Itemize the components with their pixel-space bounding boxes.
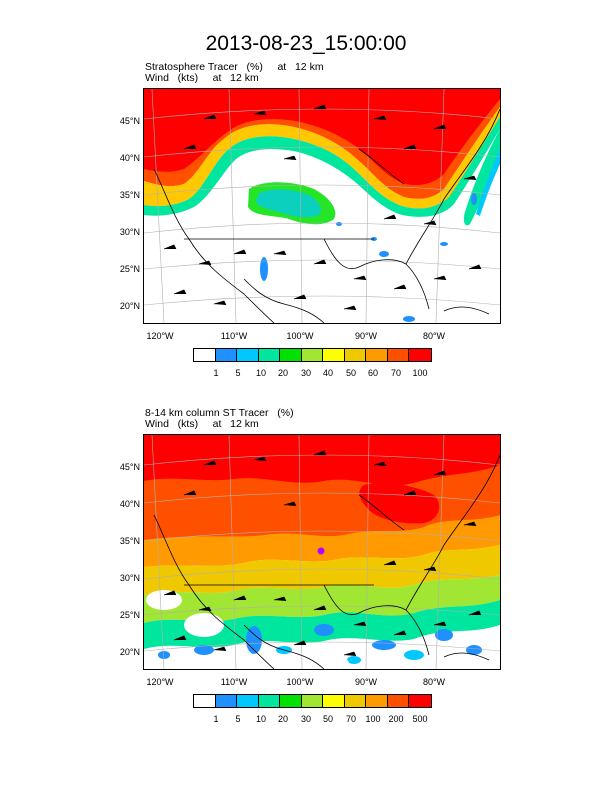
panel1-colorbar xyxy=(193,348,432,362)
panel2-lat-label-35: 35°N xyxy=(119,536,140,546)
panel2-colorbar-label: 30 xyxy=(300,714,311,724)
panel1-colorbar-label: 100 xyxy=(412,368,428,378)
panel1-subtitle-line2: Wind (kts) at 12 km xyxy=(145,72,259,84)
panel2-colorbar-label: 10 xyxy=(255,714,266,724)
colorbar-swatch xyxy=(344,349,366,361)
colorbar-swatch xyxy=(323,695,345,707)
panel2-lon-label-100: 100°W xyxy=(286,677,314,687)
panel1-subtitle-line1: Stratosphere Tracer (%) at 12 km xyxy=(145,61,324,73)
panel1-lat-label-45: 45°N xyxy=(119,116,140,126)
panel1-map xyxy=(143,88,501,324)
panel2-lat-label-40: 40°N xyxy=(119,499,140,509)
colorbar-swatch xyxy=(258,695,280,707)
panel2-subtitle-line2: Wind (kts) at 12 km xyxy=(145,418,259,430)
panel1-colorbar-label: 70 xyxy=(390,368,401,378)
panel2-colorbar-label: 500 xyxy=(412,714,428,724)
panel1-colorbar-label: 60 xyxy=(367,368,378,378)
colorbar-swatch xyxy=(215,349,237,361)
panel1-colorbar-label: 10 xyxy=(255,368,266,378)
panel2-lon-label-120: 120°W xyxy=(146,677,174,687)
panel2-lon-label-80: 80°W xyxy=(422,677,446,687)
panel2-colorbar-label: 100 xyxy=(365,714,381,724)
panel2-lon-label-90: 90°W xyxy=(354,677,378,687)
panel1-map-svg xyxy=(144,89,500,323)
colorbar-swatch xyxy=(301,349,323,361)
colorbar-swatch xyxy=(280,349,302,361)
colorbar-swatch xyxy=(194,695,216,707)
colorbar-swatch xyxy=(387,695,409,707)
colorbar-swatch xyxy=(366,349,388,361)
panel2-colorbar-label: 200 xyxy=(388,714,404,724)
panel2-map xyxy=(143,434,501,670)
figure-title: 2013-08-23_15:00:00 xyxy=(205,32,407,55)
panel1-lon-label-90: 90°W xyxy=(354,331,378,341)
colorbar-swatch xyxy=(194,349,216,361)
panel1-colorbar-label: 20 xyxy=(277,368,288,378)
colorbar-swatch xyxy=(409,695,431,707)
panel1-colorbar-label: 30 xyxy=(300,368,311,378)
colorbar-swatch xyxy=(366,695,388,707)
panel2-subtitle-line1: 8-14 km column ST Tracer (%) xyxy=(145,407,294,419)
panel1-lat-label-30: 30°N xyxy=(119,227,140,237)
panel2-lat-label-30: 30°N xyxy=(119,573,140,583)
colorbar-swatch xyxy=(301,695,323,707)
panel1-lon-label-120: 120°W xyxy=(146,331,174,341)
colorbar-swatch xyxy=(237,349,259,361)
panel2-colorbar-label: 70 xyxy=(345,714,356,724)
colorbar-swatch xyxy=(409,349,431,361)
panel2-map-svg xyxy=(144,435,500,669)
panel2-lon-label-110: 110°W xyxy=(220,677,248,687)
panel1-colorbar-label: 5 xyxy=(235,368,241,378)
panel2-lat-label-25: 25°N xyxy=(119,610,140,620)
panel1-lat-label-35: 35°N xyxy=(119,190,140,200)
panel2-colorbar-label: 50 xyxy=(322,714,333,724)
panel2-lat-label-45: 45°N xyxy=(119,462,140,472)
panel1-lat-label-40: 40°N xyxy=(119,153,140,163)
panel1-lon-label-110: 110°W xyxy=(220,331,248,341)
panel1-lat-label-20: 20°N xyxy=(119,301,140,311)
panel1-lat-label-25: 25°N xyxy=(119,264,140,274)
panel1-lon-label-100: 100°W xyxy=(286,331,314,341)
panel1-colorbar-label: 1 xyxy=(213,368,219,378)
panel1-lon-label-80: 80°W xyxy=(422,331,446,341)
colorbar-swatch xyxy=(387,349,409,361)
colorbar-swatch xyxy=(237,695,259,707)
colorbar-swatch xyxy=(258,349,280,361)
panel1-colorbar-label: 50 xyxy=(345,368,356,378)
panel2-colorbar-label: 20 xyxy=(277,714,288,724)
panel1-colorbar-label: 40 xyxy=(322,368,333,378)
colorbar-swatch xyxy=(344,695,366,707)
panel2-colorbar xyxy=(193,694,432,708)
colorbar-swatch xyxy=(280,695,302,707)
colorbar-swatch xyxy=(323,349,345,361)
colorbar-swatch xyxy=(215,695,237,707)
panel2-colorbar-label: 1 xyxy=(213,714,219,724)
panel2-colorbar-label: 5 xyxy=(235,714,241,724)
panel2-lat-label-20: 20°N xyxy=(119,647,140,657)
